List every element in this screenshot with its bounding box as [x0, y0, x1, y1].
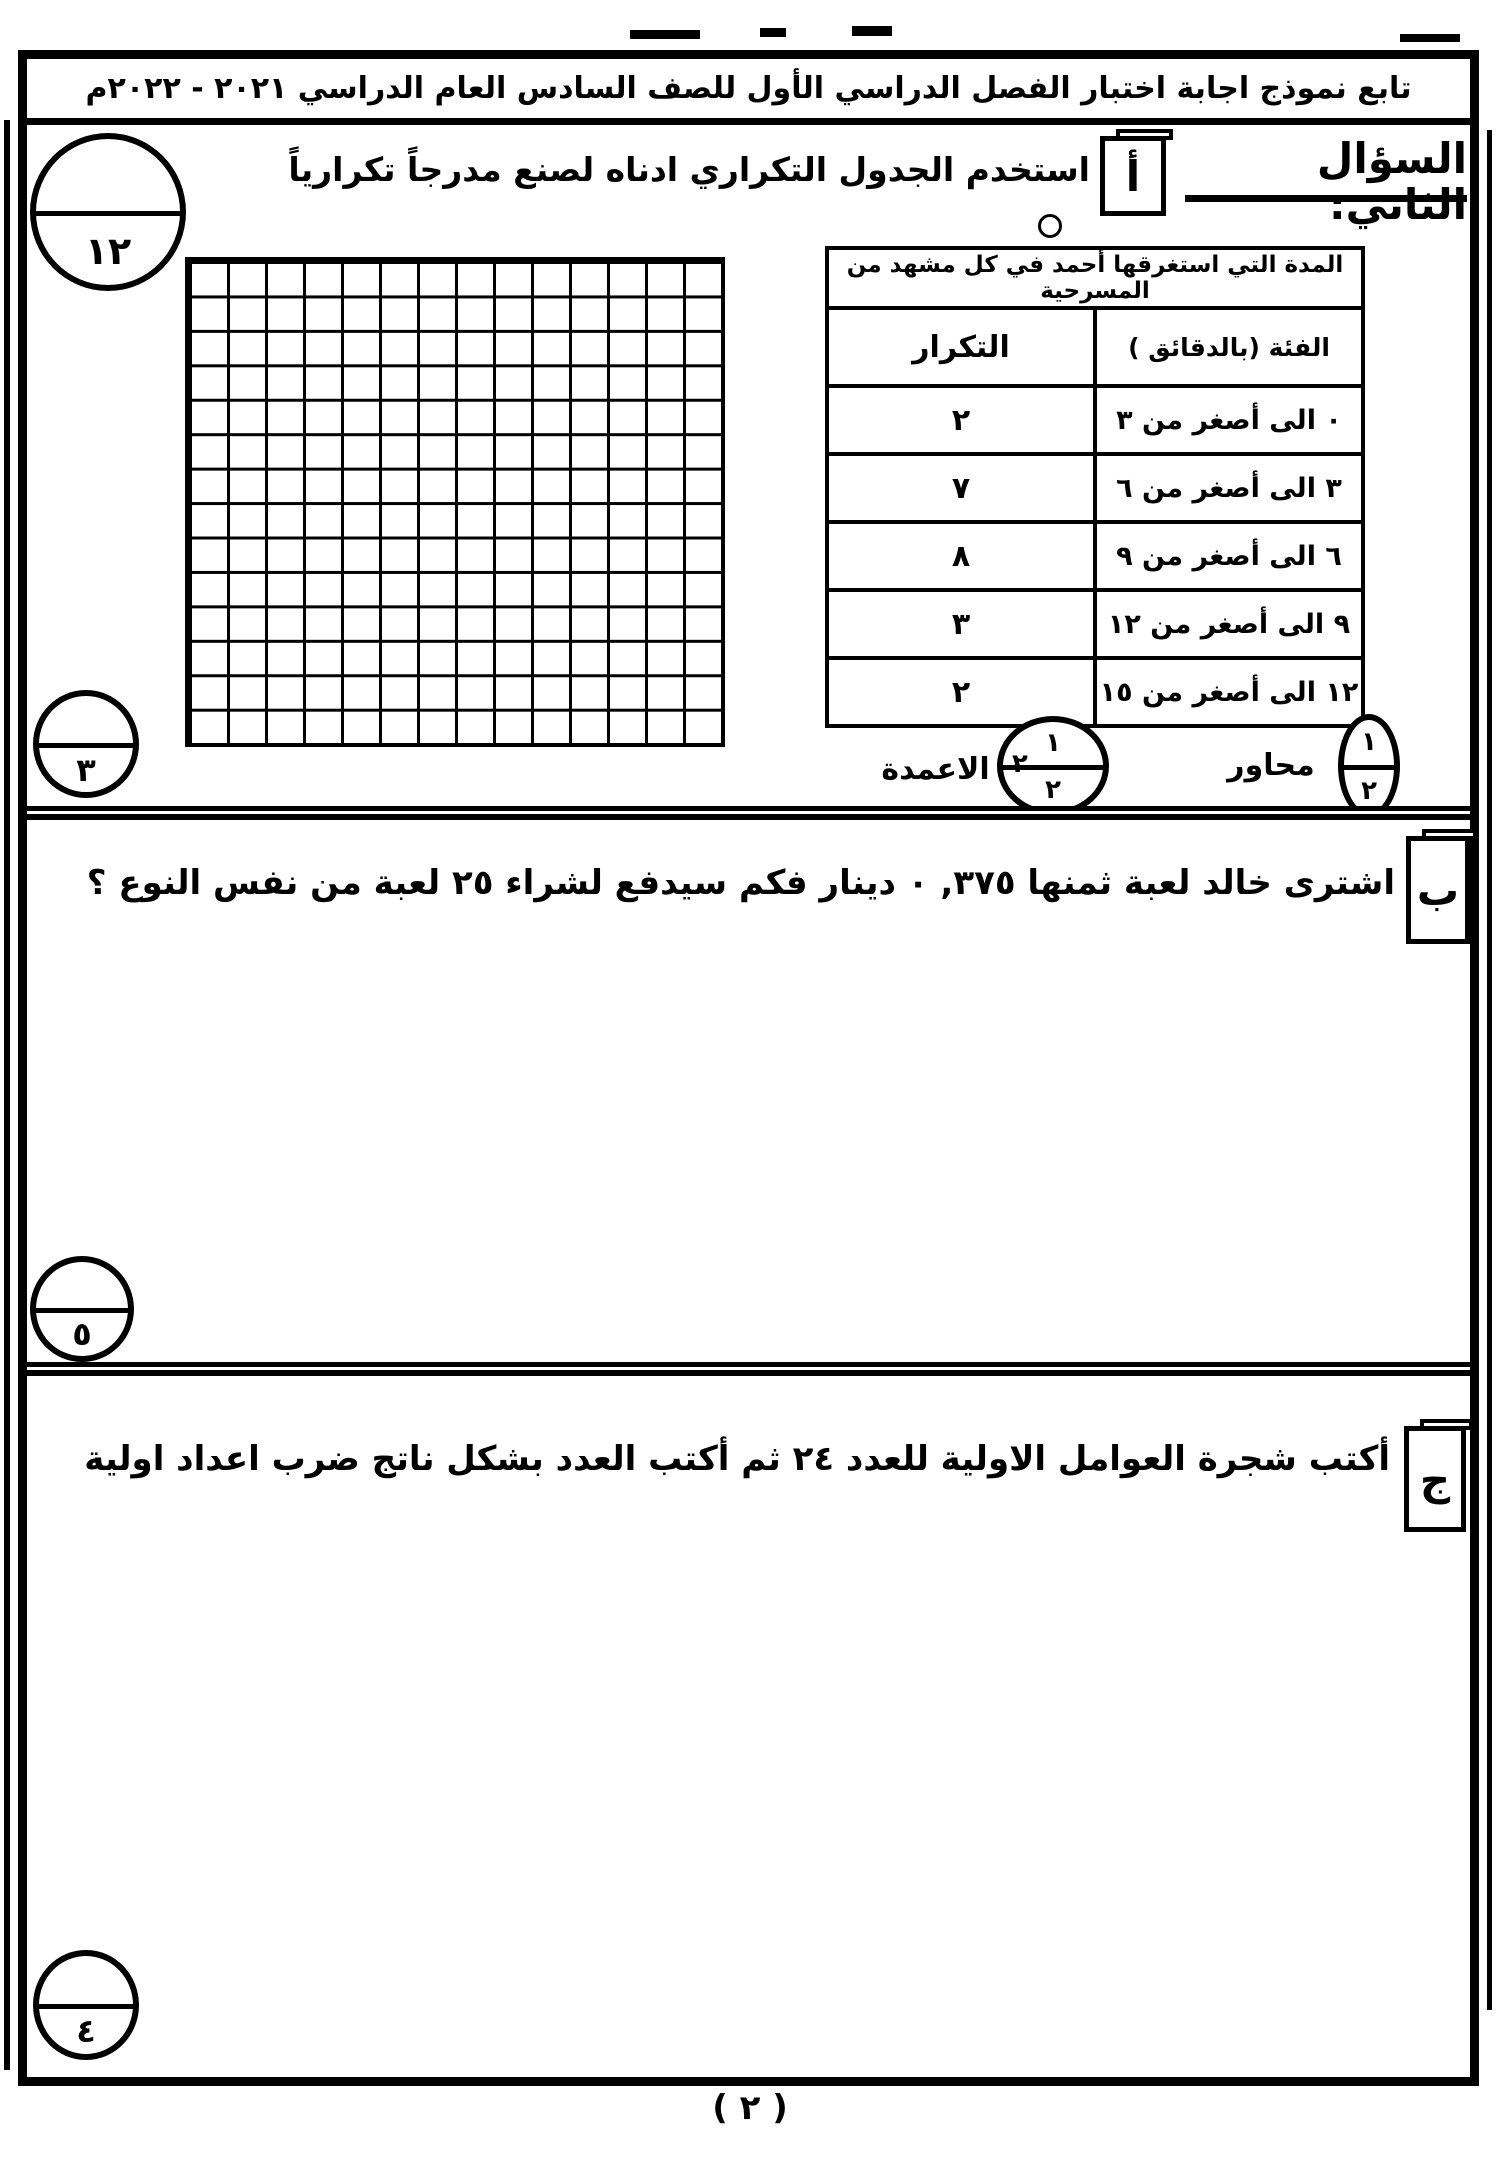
axes-marks-denominator: ٢ [1361, 775, 1377, 806]
section-separator [27, 806, 1470, 820]
part-b-marks-value: ٥ [72, 1315, 92, 1354]
axes-marks-circle: ١ ٢ [1338, 714, 1400, 818]
exam-header-title: تابع نموذج اجابة اختبار الفصل الدراسي ال… [85, 71, 1412, 106]
part-b-text-before: اشترى خالد لعبة ثمنها [1027, 863, 1395, 903]
scan-artifact [760, 28, 786, 37]
table-header-row: الفئة (بالدقائق ) التكرار [825, 306, 1365, 388]
table-row: ٩ الى أصغر من ١٢ ٣ [825, 588, 1365, 660]
bars-marks-circle: ١ ٢ ٢ [997, 716, 1109, 816]
histogram-drawing-grid [185, 257, 725, 747]
range-cell: ١٢ الى أصغر من ١٥ [1093, 656, 1365, 728]
exam-header: تابع نموذج اجابة اختبار الفصل الدراسي ال… [27, 59, 1470, 125]
scroll-icon [1419, 1419, 1473, 1430]
part-b-letter-box: ب [1406, 829, 1477, 944]
table-row: ٦ الى أصغر من ٩ ٨ [825, 520, 1365, 592]
part-c-marks-circle: ٤ [33, 1950, 139, 2060]
bars-marks-numerator: ١ [1003, 722, 1103, 770]
marks-circle-top-half [39, 696, 133, 748]
range-cell: ٦ الى أصغر من ٩ [1093, 520, 1365, 592]
scan-artifact [1400, 34, 1460, 42]
scroll-icon [1421, 829, 1477, 840]
range-cell: ٩ الى أصغر من ١٢ [1093, 588, 1365, 660]
axes-marks-numerator: ١ [1344, 720, 1394, 770]
total-marks-circle: ١٢ [30, 133, 186, 291]
part-a-letter: أ [1125, 151, 1141, 201]
part-c-question-text: أكتب شجرة العوامل الاولية للعدد ٢٤ ثم أك… [84, 1439, 1390, 1479]
scroll-icon [1115, 129, 1173, 140]
marks-circle-top-half [36, 139, 180, 217]
part-a-marks-circle: ٣ [33, 690, 139, 798]
page-border-frame [18, 50, 1479, 2086]
range-cell: ٣ الى أصغر من ٦ [1093, 452, 1365, 524]
bars-marks-denominator: ٢ [1045, 774, 1061, 805]
page-number: ( ٢ ) [712, 2088, 788, 2128]
part-a-letter-box: أ [1100, 129, 1173, 216]
column-header-range: الفئة (بالدقائق ) [1093, 306, 1365, 388]
part-a-instruction: استخدم الجدول التكراري ادناه لصنع مدرجاً… [288, 150, 1090, 189]
part-c-letter-box: ج [1404, 1419, 1473, 1532]
scan-artifact [4, 120, 10, 2070]
bars-label: الاعمدة [881, 752, 990, 787]
scan-artifact [852, 26, 892, 36]
part-c-marks-value: ٤ [76, 2012, 96, 2051]
table-row: ٠ الى أصغر من ٣ ٢ [825, 384, 1365, 456]
table-row: ١٢ الى أصغر من ١٥ ٢ [825, 656, 1365, 728]
question-title: السؤال الثاني: [1185, 135, 1467, 228]
frequency-cell: ٧ [825, 452, 1097, 524]
marks-circle-top-half [39, 1956, 133, 2009]
scan-artifact [1487, 130, 1492, 2010]
part-b-price-value: ٣٧٥, ٠ [907, 863, 1016, 903]
bars-marks-whole: ٢ [1012, 748, 1028, 779]
part-a-marks-value: ٣ [76, 750, 96, 789]
total-marks-value: ١٢ [84, 228, 132, 273]
table-row: ٣ الى أصغر من ٦ ٧ [825, 452, 1365, 524]
part-b-marks-circle: ٥ [30, 1256, 134, 1362]
table-caption-row: المدة التي استغرقها أحمد في كل مشهد من ا… [825, 246, 1365, 310]
part-c-letter: ج [1419, 1454, 1451, 1504]
axes-label: محاور [1227, 748, 1315, 783]
frequency-cell: ٣ [825, 588, 1097, 660]
marks-circle-top-half [36, 1262, 128, 1313]
column-header-frequency: التكرار [825, 306, 1097, 388]
frequency-cell: ٨ [825, 520, 1097, 592]
part-b-question-text: اشترى خالد لعبة ثمنها ٣٧٥, ٠ دينار فكم س… [87, 862, 1395, 905]
part-b-text-after: دينار فكم سيدفع لشراء ٢٥ لعبة من نفس الن… [86, 863, 896, 903]
mark-bubble-circle [1038, 214, 1062, 238]
range-cell: ٠ الى أصغر من ٣ [1093, 384, 1365, 456]
part-b-letter: ب [1416, 865, 1460, 915]
section-separator [27, 1362, 1470, 1376]
frequency-table: المدة التي استغرقها أحمد في كل مشهد من ا… [825, 246, 1365, 728]
frequency-cell: ٢ [825, 384, 1097, 456]
scan-artifact [630, 30, 700, 39]
table-caption: المدة التي استغرقها أحمد في كل مشهد من ا… [825, 246, 1365, 310]
